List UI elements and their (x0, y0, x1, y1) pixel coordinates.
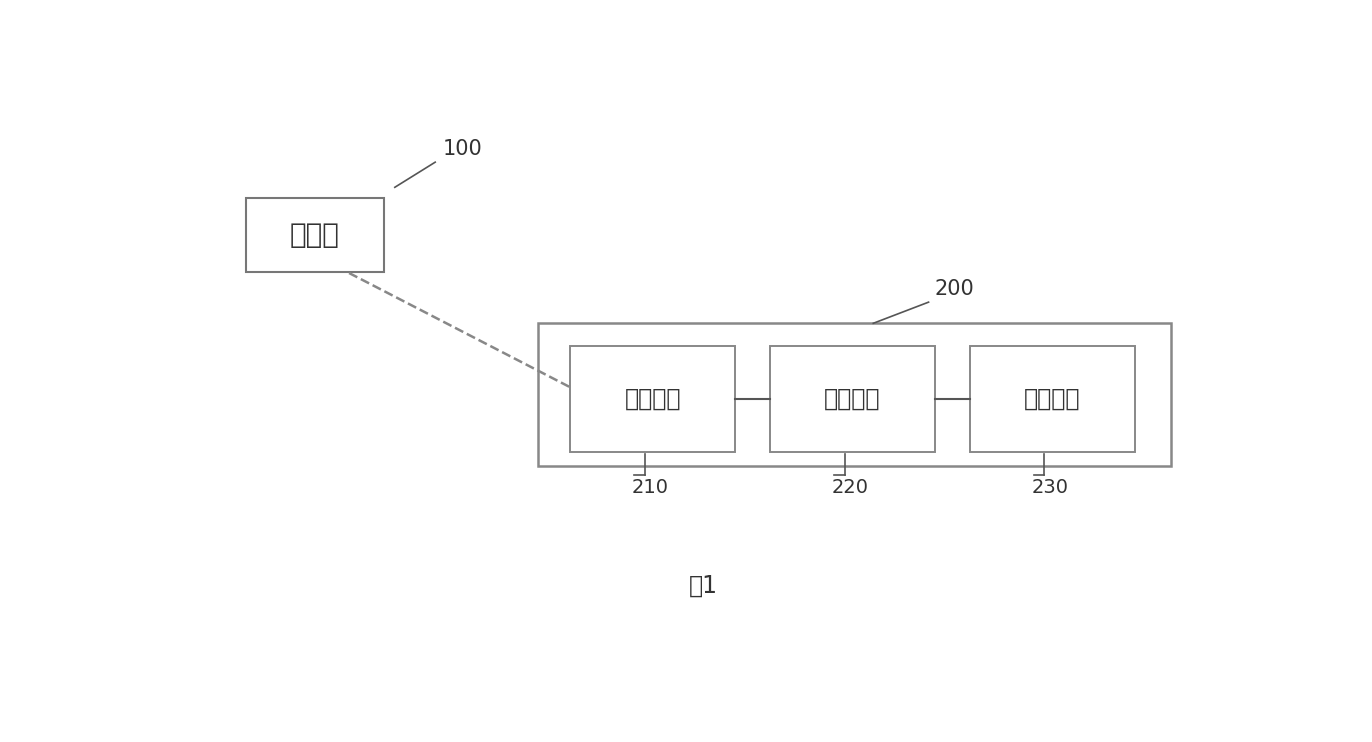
Text: 计算模块: 计算模块 (825, 387, 881, 411)
Text: 230: 230 (1032, 478, 1069, 496)
Bar (571, 346, 735, 452)
Bar (770, 346, 934, 452)
Text: 执行模块: 执行模块 (1024, 387, 1081, 411)
Text: 测绘模块: 测绘模块 (624, 387, 681, 411)
Text: 图1: 图1 (689, 574, 718, 598)
Text: 200: 200 (934, 279, 974, 299)
Bar (970, 346, 1135, 452)
Bar (246, 197, 384, 272)
Text: 210: 210 (632, 478, 670, 496)
Text: 无人机: 无人机 (289, 220, 340, 249)
Text: 220: 220 (831, 478, 868, 496)
Text: 100: 100 (443, 139, 483, 159)
Bar (538, 324, 1170, 466)
